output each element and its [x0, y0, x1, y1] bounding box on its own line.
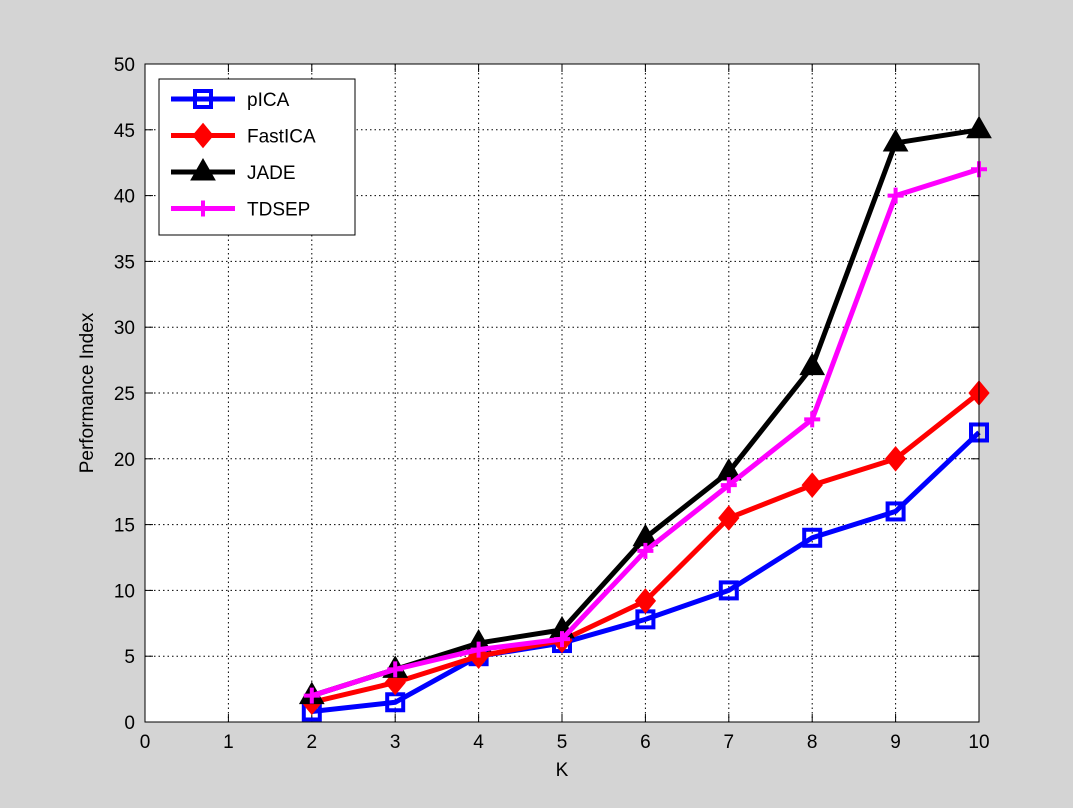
data-point-tdsep [554, 631, 570, 648]
y-tick-label: 20 [114, 450, 135, 471]
data-point-jade [882, 128, 909, 152]
y-tick-label: 50 [114, 55, 135, 76]
x-tick-label: 6 [640, 732, 651, 753]
y-tick-label: 15 [114, 516, 135, 537]
data-point-fastica [801, 472, 823, 498]
y-tick-label: 25 [114, 384, 135, 405]
x-tick-label: 4 [473, 732, 484, 753]
y-tick-label: 35 [114, 252, 135, 273]
legend-item-tdsep: TDSEP [171, 200, 310, 221]
legend-label: FastICA [247, 127, 316, 148]
series-tdsep [303, 161, 987, 704]
legend-item-pica: pICA [171, 89, 290, 111]
x-tick-label: 9 [890, 732, 901, 753]
data-point-fastica [634, 588, 657, 614]
x-tick-label: 10 [968, 732, 989, 753]
data-point-pica [802, 527, 823, 548]
data-point-pica [718, 580, 739, 601]
legend-marker [193, 89, 213, 109]
data-point-tdsep [387, 661, 404, 678]
y-tick-label: 0 [124, 713, 135, 734]
series-line-pica [311, 430, 981, 714]
legend-marker [195, 200, 211, 217]
y-tick-label: 45 [114, 121, 135, 142]
data-point-jade [799, 352, 826, 376]
legend-item-fastica: FastICA [171, 122, 316, 149]
legend-marker [192, 122, 214, 149]
y-tick-label: 10 [114, 581, 135, 602]
data-point-tdsep [720, 477, 737, 494]
x-tick-label: 1 [223, 732, 234, 753]
x-tick-label: 3 [390, 732, 401, 753]
data-point-fastica [718, 505, 740, 531]
legend-item-jade: JADE [171, 157, 296, 184]
x-tick-label: 2 [307, 732, 318, 753]
plot-frame [144, 63, 980, 723]
y-axis-label: Performance Index [77, 312, 98, 473]
legend-label: TDSEP [247, 200, 310, 221]
data-point-fastica [884, 446, 907, 472]
x-tick-label: 8 [807, 732, 818, 753]
legend-label: JADE [247, 163, 296, 184]
y-tick-label: 5 [124, 647, 135, 668]
legend: pICA FastICA JADE TDSEP [158, 78, 356, 236]
data-point-pica [885, 501, 906, 522]
y-tick-label: 30 [114, 318, 135, 339]
x-tick-label: 7 [724, 732, 735, 753]
data-point-tdsep [637, 542, 654, 559]
grid [145, 64, 979, 722]
y-tick-label: 40 [114, 187, 135, 208]
data-point-tdsep [804, 411, 821, 428]
data-point-tdsep [303, 687, 320, 704]
data-point-tdsep [887, 187, 904, 204]
x-axis-label: K [556, 760, 569, 781]
series-layer [298, 115, 992, 722]
legend-marker [190, 157, 216, 181]
x-tick-label: 0 [140, 732, 151, 753]
legend-label: pICA [247, 90, 290, 111]
data-point-tdsep [470, 641, 487, 658]
x-tick-label: 5 [557, 732, 568, 753]
